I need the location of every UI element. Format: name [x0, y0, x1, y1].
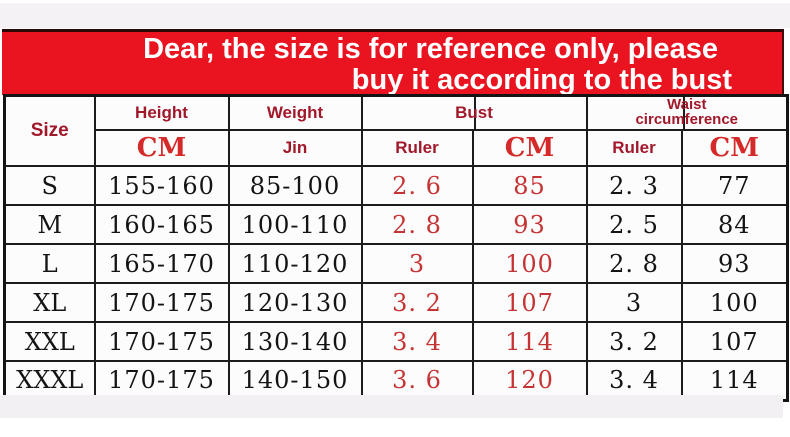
- header-weight-unit: Jin: [227, 129, 363, 167]
- header-waist-label: Waist circumference: [635, 96, 739, 128]
- waist-cm-value: 84: [680, 204, 789, 245]
- weight-value: 110-120: [227, 243, 363, 284]
- header-bust-cm: CM: [471, 129, 588, 167]
- bust-ruler-value: 2. 6: [360, 165, 474, 206]
- waist-cm-value: 100: [680, 282, 789, 323]
- bust-cm-value: 107: [471, 282, 588, 323]
- bust-ruler-value: 3: [360, 243, 474, 284]
- waist-cm-value: 77: [680, 165, 789, 206]
- bust-cm-value: 85: [471, 165, 588, 206]
- waist-ruler-value: 3. 2: [585, 321, 683, 362]
- top-strip: [0, 3, 790, 28]
- bust-ruler-value: 3. 6: [360, 360, 474, 401]
- header-waist: Waist circumference: [585, 94, 789, 131]
- bust-ruler-value: 2. 8: [360, 204, 474, 245]
- size-value: L: [3, 243, 96, 284]
- height-value: 155-160: [93, 165, 230, 206]
- table-row-xxxl: XXXL 170-175 140-150 3. 6 120 3. 4 114: [3, 360, 789, 401]
- header-waist-ruler: Ruler: [585, 129, 683, 167]
- bottom-strip: [0, 395, 783, 418]
- waist-ruler-value: 2. 5: [585, 204, 683, 245]
- table-row-xl: XL 170-175 120-130 3. 2 107 3 100: [3, 282, 789, 323]
- waist-ruler-value: 3: [585, 282, 683, 323]
- header-bust-ruler: Ruler: [360, 129, 474, 167]
- height-value: 170-175: [93, 282, 230, 323]
- waist-ruler-value: 2. 3: [585, 165, 683, 206]
- size-value: XL: [3, 282, 96, 323]
- table-row-m: M 160-165 100-110 2. 8 93 2. 5 84: [3, 204, 789, 245]
- table-row-s: S 155-160 85-100 2. 6 85 2. 3 77: [3, 165, 789, 206]
- header-bust-label: Bust: [455, 103, 493, 122]
- size-value: S: [3, 165, 96, 206]
- size-chart-table: Size Height Weight Bust Waist circumfere…: [3, 94, 789, 402]
- notice-banner: Dear, the size is for reference only, pl…: [2, 29, 784, 96]
- waist-ruler-value: 2. 8: [585, 243, 683, 284]
- header-row-groups: Size Height Weight Bust Waist circumfere…: [3, 94, 789, 167]
- header-waist-cm: CM: [680, 129, 789, 167]
- size-value: M: [3, 204, 96, 245]
- bust-cm-value: 114: [471, 321, 588, 362]
- grid-line: [473, 97, 476, 129]
- bust-cm-value: 93: [471, 204, 588, 245]
- height-value: 160-165: [93, 204, 230, 245]
- weight-value: 100-110: [227, 204, 363, 245]
- size-value: XXL: [3, 321, 96, 362]
- bust-cm-value: 100: [471, 243, 588, 284]
- bust-ruler-value: 3. 4: [360, 321, 474, 362]
- height-value: 165-170: [93, 243, 230, 284]
- header-weight: Weight: [227, 94, 363, 131]
- table-row-xxl: XXL 170-175 130-140 3. 4 114 3. 2 107: [3, 321, 789, 362]
- height-value: 170-175: [93, 321, 230, 362]
- weight-value: 140-150: [227, 360, 363, 401]
- header-size: Size: [3, 94, 96, 167]
- size-value: XXXL: [3, 360, 96, 401]
- waist-ruler-value: 3. 4: [585, 360, 683, 401]
- waist-cm-value: 107: [680, 321, 789, 362]
- header-bust: Bust: [360, 94, 588, 131]
- weight-value: 120-130: [227, 282, 363, 323]
- weight-value: 85-100: [227, 165, 363, 206]
- waist-cm-value: 93: [680, 243, 789, 284]
- bust-cm-value: 120: [471, 360, 588, 401]
- waist-cm-value: 114: [680, 360, 789, 401]
- weight-value: 130-140: [227, 321, 363, 362]
- header-height: Height: [93, 94, 230, 131]
- banner-line2: buy it according to the bust: [351, 64, 732, 96]
- header-row-units: CM Jin Ruler CM Ruler CM: [5, 129, 789, 167]
- bust-ruler-value: 3. 2: [360, 282, 474, 323]
- height-value: 170-175: [93, 360, 230, 401]
- header-height-unit: CM: [93, 129, 230, 167]
- banner-line1: Dear, the size is for reference only, pl…: [143, 33, 718, 65]
- grid-line: [682, 97, 685, 129]
- table-row-l: L 165-170 110-120 3 100 2. 8 93: [3, 243, 789, 284]
